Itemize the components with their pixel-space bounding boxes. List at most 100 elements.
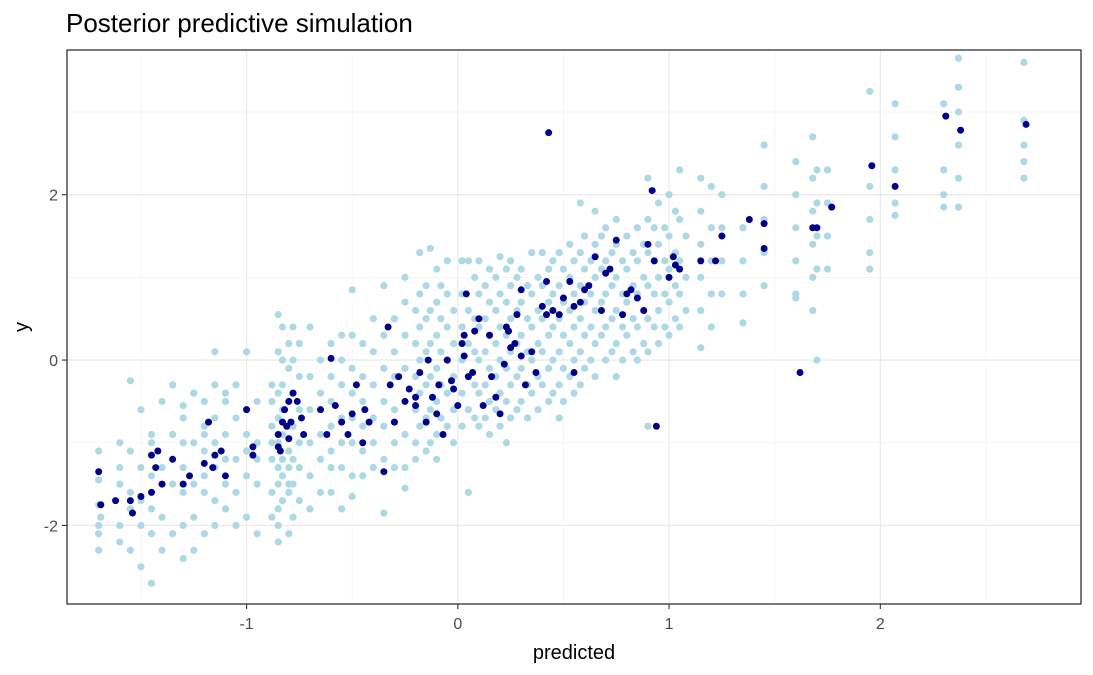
simulated-point bbox=[555, 248, 563, 257]
simulated-point bbox=[137, 563, 145, 571]
observed-point bbox=[95, 468, 103, 476]
simulated-point bbox=[555, 414, 563, 422]
observed-point bbox=[209, 464, 217, 472]
simulated-point bbox=[437, 282, 445, 290]
simulated-point bbox=[327, 463, 335, 472]
simulated-point bbox=[591, 339, 599, 348]
simulated-point bbox=[316, 455, 325, 463]
simulated-point bbox=[792, 294, 800, 302]
simulated-point bbox=[485, 298, 494, 306]
simulated-point bbox=[528, 323, 536, 331]
simulated-point bbox=[792, 224, 800, 232]
simulated-point bbox=[348, 364, 356, 372]
simulated-point bbox=[580, 265, 589, 273]
simulated-point bbox=[570, 323, 578, 331]
observed-point bbox=[289, 389, 297, 397]
simulated-point bbox=[147, 530, 156, 538]
simulated-point bbox=[492, 339, 500, 348]
simulated-point bbox=[513, 373, 521, 381]
simulated-point bbox=[809, 273, 817, 281]
simulated-point bbox=[517, 397, 525, 406]
x-axis-title: predicted bbox=[533, 642, 615, 664]
simulated-point bbox=[274, 521, 282, 530]
observed-point bbox=[665, 273, 673, 281]
simulated-point bbox=[661, 257, 669, 265]
simulated-point bbox=[891, 199, 899, 207]
observed-point bbox=[458, 340, 466, 348]
y-tick-label: 2 bbox=[49, 188, 58, 205]
simulated-point bbox=[555, 381, 563, 389]
simulated-point bbox=[95, 546, 103, 554]
observed-point bbox=[462, 290, 470, 298]
simulated-point bbox=[126, 447, 134, 455]
simulated-point bbox=[190, 546, 198, 554]
simulated-point bbox=[116, 463, 124, 472]
simulated-point bbox=[411, 339, 420, 348]
observed-point bbox=[158, 480, 166, 488]
simulated-point bbox=[289, 513, 297, 521]
y-axis-title: y bbox=[11, 322, 33, 332]
simulated-point bbox=[253, 530, 261, 538]
simulated-point bbox=[538, 381, 546, 389]
simulated-point bbox=[538, 348, 546, 356]
simulated-point bbox=[401, 364, 409, 372]
observed-point bbox=[479, 402, 487, 410]
observed-point bbox=[327, 354, 335, 362]
simulated-point bbox=[580, 364, 589, 372]
simulated-point bbox=[306, 406, 314, 414]
simulated-point bbox=[866, 182, 874, 191]
observed-point bbox=[297, 414, 305, 422]
simulated-point bbox=[169, 530, 177, 538]
observed-point bbox=[323, 430, 331, 438]
simulated-point bbox=[242, 472, 251, 480]
simulated-point bbox=[597, 331, 606, 339]
simulated-point bbox=[954, 141, 963, 149]
simulated-point bbox=[390, 463, 399, 472]
simulated-point bbox=[295, 463, 303, 472]
simulated-point bbox=[200, 472, 208, 480]
observed-point bbox=[148, 451, 155, 459]
simulated-point bbox=[545, 397, 553, 406]
observed-point bbox=[496, 410, 504, 418]
simulated-point bbox=[348, 331, 356, 339]
simulated-point bbox=[682, 306, 690, 315]
simulated-point bbox=[274, 348, 282, 356]
simulated-point bbox=[443, 290, 451, 298]
observed-point bbox=[891, 182, 899, 190]
observed-point bbox=[597, 306, 605, 314]
x-tick-label: -1 bbox=[239, 616, 253, 633]
simulated-point bbox=[954, 83, 963, 91]
simulated-point bbox=[200, 447, 208, 455]
simulated-point bbox=[940, 166, 948, 174]
simulated-point bbox=[268, 455, 276, 463]
simulated-point bbox=[380, 397, 388, 406]
simulated-point bbox=[242, 447, 251, 455]
simulated-point bbox=[545, 364, 553, 372]
chart-title: Posterior predictive simulation bbox=[66, 8, 413, 38]
simulated-point bbox=[295, 497, 303, 505]
simulated-point bbox=[587, 323, 595, 331]
simulated-point bbox=[809, 133, 817, 141]
simulated-point bbox=[523, 315, 532, 323]
simulated-point bbox=[654, 273, 663, 281]
simulated-point bbox=[644, 215, 652, 224]
simulated-point bbox=[306, 323, 314, 331]
simulated-point bbox=[576, 381, 584, 389]
simulated-point bbox=[221, 480, 230, 488]
observed-point bbox=[555, 311, 563, 319]
simulated-point bbox=[823, 265, 832, 273]
simulated-point bbox=[443, 389, 451, 397]
simulated-point bbox=[507, 414, 515, 422]
simulated-point bbox=[306, 505, 314, 513]
simulated-point bbox=[437, 348, 445, 356]
observed-point bbox=[543, 311, 551, 319]
simulated-point bbox=[464, 257, 472, 265]
simulated-point bbox=[211, 521, 219, 530]
simulated-point bbox=[580, 232, 589, 240]
simulated-point bbox=[338, 381, 346, 389]
observed-point bbox=[412, 402, 420, 410]
simulated-point bbox=[475, 356, 483, 364]
simulated-point bbox=[232, 414, 240, 422]
simulated-point bbox=[411, 455, 420, 463]
simulated-point bbox=[517, 331, 525, 339]
